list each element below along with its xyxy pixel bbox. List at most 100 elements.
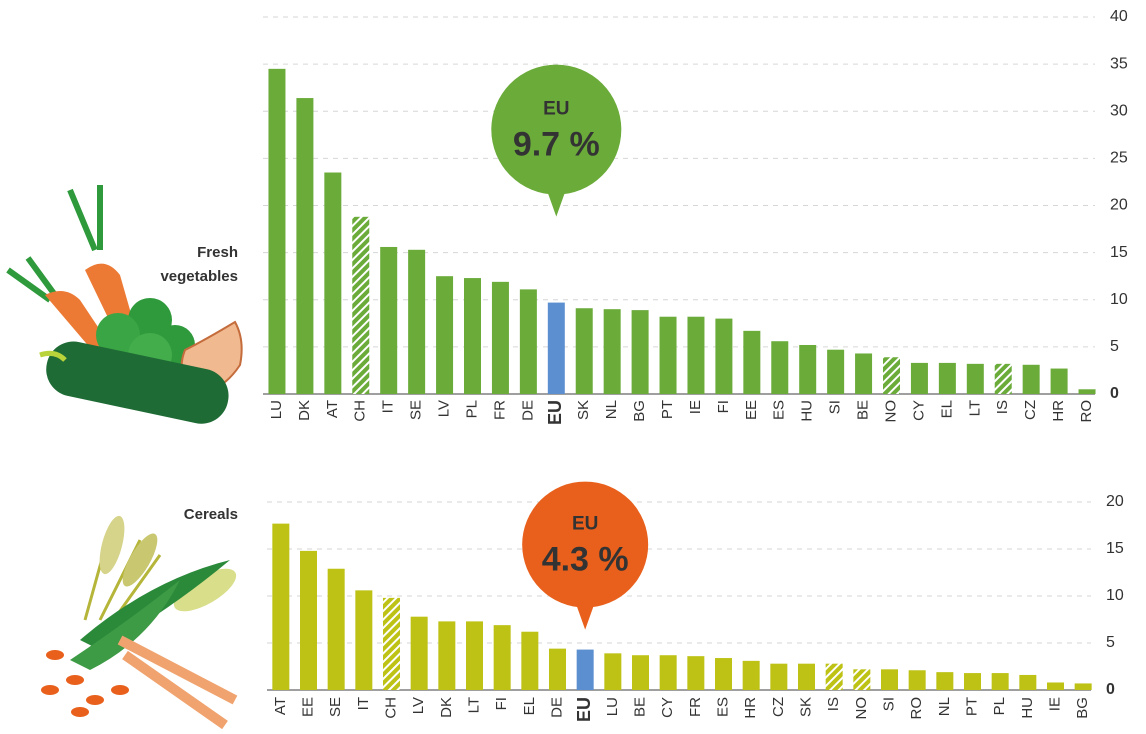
x-tick-label: FR (491, 400, 508, 420)
x-tick-label: LV (410, 697, 427, 714)
vegetables-illustration (6, 185, 243, 424)
y-tick-label: 40 (1110, 8, 1128, 25)
x-tick-label: DK (296, 400, 313, 421)
bar (908, 670, 926, 690)
y-tick-label: 10 (1110, 291, 1128, 308)
x-tick-label: FI (493, 697, 510, 710)
x-tick-label: LU (604, 697, 621, 716)
bar (827, 349, 845, 394)
x-tick-label: CY (659, 697, 676, 718)
bar (324, 172, 342, 394)
bar (1022, 364, 1040, 394)
bar (798, 663, 815, 690)
bar (883, 357, 900, 394)
bar (383, 597, 400, 690)
x-tick-label: AT (272, 697, 289, 715)
bar (632, 655, 649, 690)
bar (771, 341, 789, 394)
bar (855, 353, 873, 394)
x-tick-label: EL (938, 400, 955, 418)
x-tick-label: DE (519, 400, 536, 421)
x-tick-label: BG (631, 400, 648, 422)
callout-heading: EU (572, 514, 598, 535)
x-tick-label: IT (380, 400, 397, 413)
x-tick-label: CY (910, 400, 927, 421)
bar (743, 330, 761, 394)
x-tick-label: NO (853, 697, 870, 720)
bar (687, 316, 705, 394)
callout-pointer (575, 601, 596, 630)
bar (853, 669, 871, 690)
bar (327, 568, 345, 690)
x-tick-label: LV (436, 400, 453, 417)
bar (300, 550, 317, 690)
callout-bubble (491, 64, 622, 195)
bar (464, 278, 481, 394)
bar (380, 246, 398, 394)
cereals-illustration (41, 515, 238, 730)
bar (491, 281, 509, 394)
bar (964, 673, 981, 690)
x-tick-label: SI (827, 400, 844, 414)
callout-bubble (522, 481, 649, 608)
bar (604, 653, 622, 690)
bar (268, 68, 286, 395)
y-tick-label: 35 (1110, 55, 1128, 72)
x-tick-label: LT (465, 697, 482, 713)
y-tick-label: 0 (1106, 681, 1115, 698)
y-tick-label: 30 (1110, 102, 1128, 119)
x-tick-label: RO (1078, 400, 1095, 423)
x-tick-label: LU (268, 400, 285, 419)
x-tick-label: IE (687, 400, 704, 414)
bar (410, 616, 428, 690)
bar (1050, 368, 1068, 394)
bar (687, 656, 705, 690)
x-tick-label: IT (355, 697, 372, 710)
x-tick-label: PT (963, 697, 980, 716)
chart-title: vegetables (160, 268, 238, 285)
x-tick-label: EU (574, 697, 594, 722)
y-tick-label: 15 (1110, 244, 1128, 261)
bar (966, 363, 984, 394)
bar (991, 673, 1009, 690)
x-tick-label: DE (548, 697, 565, 718)
x-tick-label: PL (991, 697, 1008, 715)
bar (938, 362, 956, 394)
x-tick-label: PL (463, 400, 480, 418)
chart-title: Fresh (197, 244, 238, 261)
callout-pointer (546, 188, 567, 217)
bar (408, 249, 426, 394)
x-tick-label: NO (882, 400, 899, 423)
callout-heading: EU (543, 99, 569, 120)
y-tick-label: 15 (1106, 540, 1124, 557)
bar (355, 590, 373, 690)
bar (910, 362, 928, 394)
y-tick-label: 25 (1110, 150, 1128, 167)
bar (659, 655, 677, 690)
x-tick-label: SK (797, 697, 814, 717)
x-tick-label: FI (715, 400, 732, 413)
x-tick-label: BE (631, 697, 648, 717)
y-tick-label: 0 (1110, 385, 1119, 402)
chart-title: Cereals (184, 506, 238, 523)
x-tick-label: IS (825, 697, 842, 711)
callout-value: 9.7 % (513, 126, 600, 164)
bar (1019, 674, 1037, 690)
bar (466, 621, 483, 690)
x-tick-label: NL (603, 400, 620, 419)
bar (715, 318, 733, 394)
x-tick-label: ES (771, 400, 788, 420)
x-tick-label: AT (324, 400, 341, 418)
callout-value: 4.3 % (542, 541, 629, 579)
bar (1047, 682, 1064, 690)
bar (936, 672, 954, 690)
bar (576, 649, 594, 690)
x-tick-label: SI (880, 697, 897, 711)
bar (799, 344, 817, 394)
bar (549, 648, 566, 690)
x-tick-label: SE (327, 697, 344, 717)
x-tick-label: EU (545, 400, 565, 425)
x-tick-label: EL (521, 697, 538, 715)
bar (296, 98, 314, 395)
